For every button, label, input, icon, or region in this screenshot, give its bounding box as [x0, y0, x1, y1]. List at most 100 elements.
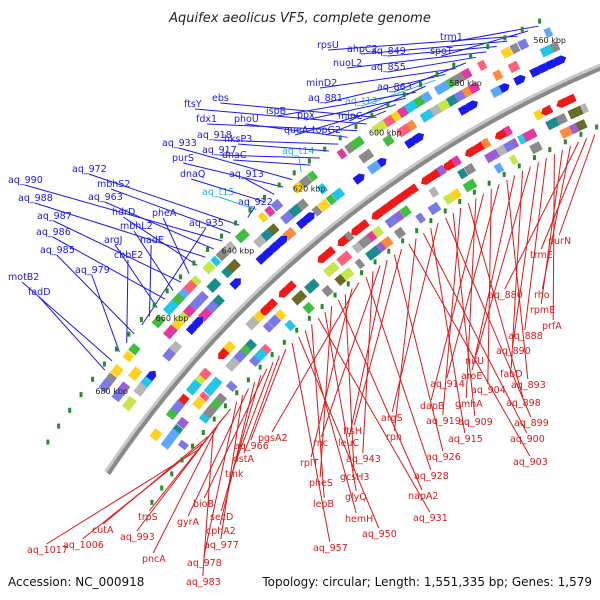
gene-block: [267, 314, 282, 328]
gene-block: [316, 182, 329, 195]
gene-block: [396, 123, 412, 138]
reverse-gene-label: aq_957: [313, 543, 348, 554]
reverse-gene-label: aq_900: [510, 434, 545, 445]
gene-block: [427, 201, 442, 216]
reverse-gene-label: rpmE: [530, 305, 555, 316]
tick-mark: [212, 416, 216, 422]
forward-gene-label: ftsY: [184, 99, 202, 110]
reverse-gene-label: aq_903: [513, 457, 548, 468]
gene-block: [462, 178, 478, 193]
kbp-tick-label: 620 kbp: [293, 185, 326, 194]
gene-block: [366, 160, 382, 175]
gene-block: [354, 258, 366, 270]
gene-block: [221, 267, 233, 279]
forward-gene-label: aq_988: [18, 193, 53, 204]
gene-block: [185, 379, 202, 396]
kbp-tick-label: 560 kbp: [533, 36, 566, 45]
tick-mark: [429, 218, 433, 224]
gene-block: [202, 260, 216, 275]
leader-line: [361, 79, 436, 107]
gene-block: [307, 170, 319, 182]
forward-gene-label: aq_972: [72, 164, 107, 175]
leader-line: [220, 395, 244, 540]
gene-block: [433, 80, 451, 96]
leader-line: [305, 97, 406, 121]
gene-block: [202, 404, 218, 420]
leader-line: [213, 139, 339, 145]
gene-block: [317, 198, 331, 212]
leader-line: [24, 184, 223, 242]
forward-gene-label: aq_963: [88, 192, 123, 203]
reverse-gene-arrow: [399, 188, 412, 200]
tick-mark: [538, 18, 542, 24]
reverse-gene-label: prfA: [542, 321, 562, 332]
leader-line: [126, 259, 129, 343]
kbp-tick-label: 660 kbp: [156, 314, 189, 323]
forward-gene-arrow: [513, 74, 526, 86]
tick-mark: [248, 207, 252, 213]
reverse-gene-arrow: [406, 183, 419, 195]
leader-line: [291, 342, 331, 543]
tick-mark: [487, 180, 491, 186]
forward-gene-label: aq_979: [75, 265, 110, 276]
gene-block: [321, 284, 334, 298]
leader-line: [187, 388, 250, 517]
leader-line: [162, 217, 190, 274]
leader-line: [540, 137, 588, 250]
reverse-gene-label: aq_966: [234, 441, 269, 452]
tick-mark: [401, 238, 405, 244]
gene-block: [270, 198, 284, 212]
leader-line: [328, 35, 518, 51]
leader-line: [46, 450, 197, 545]
leader-line: [220, 102, 377, 118]
gene-block: [371, 119, 388, 135]
leader-line: [346, 51, 487, 69]
reverse-gene-label: cutA: [92, 525, 114, 536]
tick-mark: [307, 315, 311, 321]
tick-mark: [170, 471, 174, 477]
tick-mark: [360, 270, 364, 276]
gene-block: [264, 205, 276, 218]
leader-line: [558, 134, 596, 236]
leader-line: [353, 248, 402, 426]
gene-block: [533, 109, 544, 121]
reverse-gene-label: aq_983: [186, 577, 221, 588]
gene-block: [517, 38, 530, 51]
tick-mark: [263, 194, 267, 200]
kbp-tick-label: 640 kbp: [222, 247, 255, 256]
tick-mark: [295, 327, 299, 333]
forward-gene-label: minD2: [306, 78, 337, 89]
leader-line: [88, 173, 240, 226]
reverse-gene-arrow: [351, 224, 363, 236]
forward-gene-label: aq_987: [37, 211, 72, 222]
leader-line: [541, 145, 571, 290]
reverse-gene-label: napA2: [408, 491, 438, 502]
gene-block: [162, 347, 176, 362]
tick-mark: [402, 92, 406, 98]
gene-block: [382, 134, 395, 147]
gene-block: [334, 273, 347, 286]
genome-backbone: [104, 63, 600, 475]
gene-block: [358, 148, 375, 164]
tick-mark: [532, 155, 536, 161]
gene-block: [177, 439, 189, 451]
reverse-gene-label: cphA2: [206, 526, 236, 537]
tick-mark: [563, 139, 567, 145]
tick-mark: [160, 485, 164, 491]
reverse-gene-arrow: [357, 219, 370, 231]
gene-block: [206, 277, 222, 294]
leader-line: [245, 123, 348, 138]
reverse-gene-arrow: [472, 141, 485, 153]
leader-line: [365, 276, 432, 471]
leader-line: [471, 175, 516, 371]
leader-line: [295, 104, 397, 136]
gene-block: [419, 108, 435, 123]
tick-mark: [46, 439, 50, 445]
reverse-gene-label: aq_931: [413, 513, 448, 524]
forward-gene-label: hksP3: [224, 134, 252, 145]
reverse-gene-label: purN: [548, 236, 571, 247]
forward-gene-label: aq_922: [238, 197, 273, 208]
kbp-ticks: 560 kbp 580 kbp 600 kbp 620 kbp 640 kbp 660 k…: [46, 18, 599, 505]
reverse-gene-arrow: [260, 304, 272, 316]
tick-mark: [419, 81, 423, 87]
